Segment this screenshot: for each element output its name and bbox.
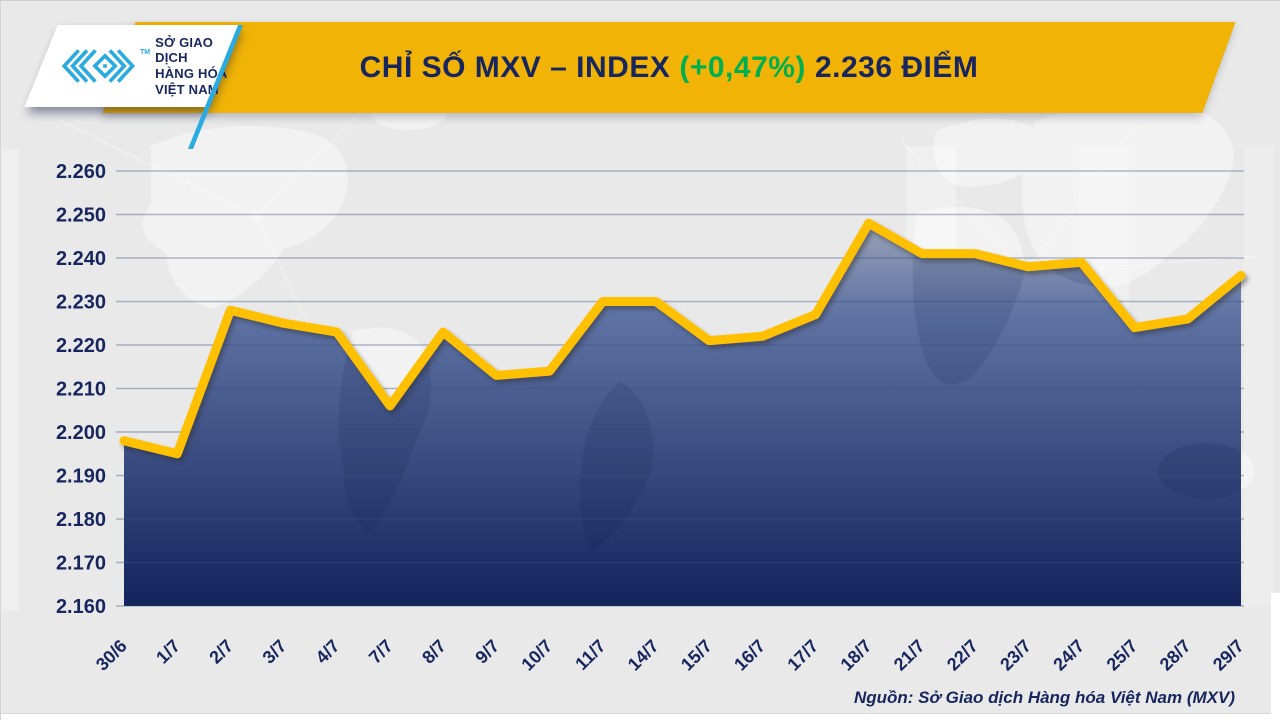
index-line [119, 218, 1246, 459]
y-axis-label: 2.170 [56, 553, 106, 575]
chart-title: CHỈ SỐ MXV – INDEX (+0,47%) 2.236 ĐIỂM [119, 22, 1219, 113]
x-axis-label: 3/7 [259, 636, 291, 668]
x-axis-label: 21/7 [890, 636, 929, 675]
chart-title-points: 2.236 ĐIỂM [814, 50, 979, 84]
x-axis-label: 29/7 [1209, 636, 1248, 675]
y-axis-label: 2.160 [56, 596, 106, 618]
x-axis-label: 28/7 [1156, 636, 1195, 675]
x-axis-label: 1/7 [152, 636, 184, 668]
x-axis-label: 17/7 [783, 636, 822, 675]
mxv-logo-text: SỞ GIAO DỊCH HÀNG HÓA VIỆT NAM [155, 35, 241, 97]
logo-text-line2: HÀNG HÓA [155, 66, 228, 81]
x-axis-label: 8/7 [418, 636, 450, 668]
y-axis-labels: 2.260 2.250 2.240 2.230 2.220 2.210 2.200 2.190… [56, 161, 106, 618]
x-axis-label: 2/7 [205, 636, 237, 668]
page-edge-right [1271, 593, 1280, 720]
x-axis-label: 9/7 [471, 636, 503, 668]
chart-title-main: CHỈ SỐ MXV – INDEX [359, 50, 671, 84]
page-edge-bottom [1, 713, 1280, 720]
y-axis-label: 2.210 [56, 379, 106, 401]
x-axis-label: 30/6 [92, 636, 131, 675]
x-axis-label: 24/7 [1049, 636, 1088, 675]
source-attribution: Nguồn: Sở Giao dịch Hàng hóa Việt Nam (M… [853, 688, 1235, 707]
x-axis-label: 25/7 [1103, 636, 1142, 675]
x-axis-label: 4/7 [312, 636, 344, 668]
x-axis-label: 22/7 [943, 636, 982, 675]
x-axis-labels: 30/6 1/7 2/7 3/7 4/7 7/7 8/7 9/7 10/7 11/7 14/7 15/… [92, 636, 1248, 675]
x-axis-label: 18/7 [837, 636, 876, 675]
x-axis-label: 11/7 [571, 636, 609, 674]
y-axis-label: 2.190 [56, 466, 106, 488]
x-axis-label: 14/7 [624, 636, 663, 675]
mxv-logo: TM SỞ GIAO DỊCH HÀNG HÓA VIỆT NAM [57, 35, 241, 97]
y-gridlines [116, 170, 1244, 607]
chart-title-change: (+0,47%) [679, 50, 806, 84]
y-axis-label: 2.250 [56, 205, 106, 227]
y-axis-label: 2.240 [56, 248, 106, 270]
x-axis-label: 16/7 [730, 636, 769, 675]
y-axis-label: 2.220 [56, 335, 106, 357]
y-axis-label: 2.200 [56, 422, 106, 444]
trademark-label: TM [140, 48, 151, 56]
y-axis-label: 2.230 [56, 292, 106, 314]
mxv-logo-icon [61, 49, 135, 83]
x-axis-label: 15/7 [677, 636, 716, 675]
logo-text-line1: SỞ GIAO DỊCH [155, 34, 214, 66]
y-axis-label: 2.260 [56, 161, 106, 183]
logo-text-line3: VIỆT NAM [155, 81, 219, 97]
x-axis-label: 23/7 [996, 636, 1035, 675]
x-axis-label: 7/7 [365, 636, 397, 668]
x-axis-label: 10/7 [517, 636, 556, 675]
y-axis-label: 2.180 [56, 509, 106, 531]
